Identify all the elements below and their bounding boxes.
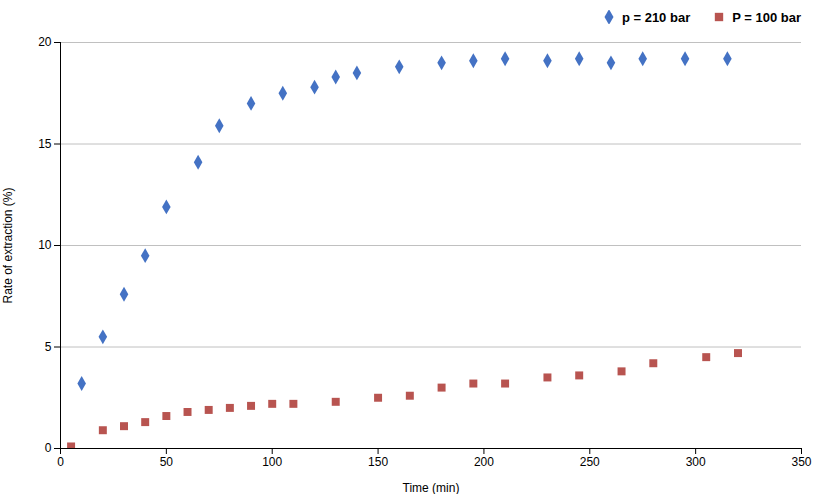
svg-text:250: 250	[580, 455, 600, 469]
svg-text:0: 0	[57, 455, 64, 469]
svg-text:50: 50	[160, 455, 174, 469]
svg-text:5: 5	[45, 340, 52, 354]
svg-text:100: 100	[262, 455, 282, 469]
svg-text:150: 150	[368, 455, 388, 469]
svg-text:200: 200	[474, 455, 494, 469]
svg-text:350: 350	[791, 455, 811, 469]
html-text:P = 100 bar: P = 100 bar	[732, 9, 801, 25]
svg-text:Time (min): Time (min)	[403, 481, 460, 495]
html-text:p = 210 bar: p = 210 bar	[621, 9, 691, 25]
svg-text:15: 15	[38, 137, 52, 151]
svg-text:300: 300	[686, 455, 706, 469]
svg-text:10: 10	[38, 238, 52, 252]
svg-text:20: 20	[38, 35, 52, 49]
svg-text:Rate of extraction (%): Rate of extraction (%)	[1, 187, 15, 303]
svg-text:0: 0	[45, 441, 52, 455]
